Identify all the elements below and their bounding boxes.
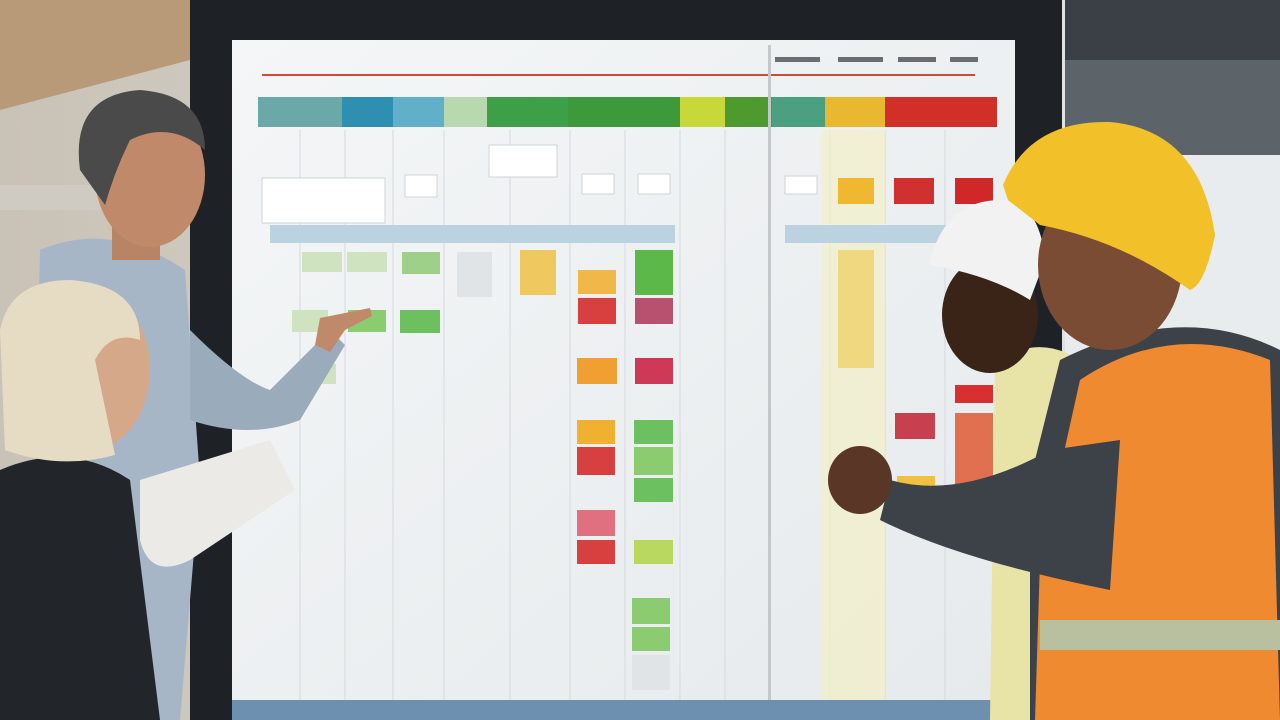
- person-worker-right: [828, 121, 1280, 720]
- block: [520, 250, 556, 295]
- block: [632, 627, 670, 651]
- header-segment: [487, 97, 568, 127]
- header-segment: [568, 97, 680, 127]
- block: [895, 413, 935, 439]
- note-boxes: [261, 144, 818, 224]
- block: [578, 270, 616, 294]
- block: [577, 540, 615, 564]
- board-bottom: [232, 700, 1015, 720]
- note-box: [404, 174, 438, 198]
- header-segment: [772, 97, 825, 127]
- note-box: [784, 175, 818, 195]
- header-segment: [885, 97, 997, 127]
- block: [402, 252, 440, 274]
- hair: [0, 280, 140, 462]
- block: [578, 298, 616, 324]
- block: [347, 252, 387, 272]
- reflective-strip: [1040, 620, 1280, 650]
- block: [635, 250, 673, 295]
- block: [302, 252, 342, 272]
- note-box: [637, 173, 671, 195]
- block: [634, 478, 673, 502]
- hair: [78, 90, 205, 205]
- note-box: [488, 144, 558, 178]
- window-frame: [1065, 0, 1280, 60]
- block: [632, 598, 670, 624]
- block: [577, 358, 617, 384]
- highlight-column: [822, 130, 885, 705]
- arm: [190, 330, 345, 430]
- block: [955, 385, 993, 403]
- block: [634, 420, 673, 444]
- papers: [140, 440, 295, 567]
- header-segment: [825, 97, 885, 127]
- header-segment: [393, 97, 444, 127]
- header-label: [775, 57, 820, 62]
- header-label: [898, 57, 936, 62]
- block: [577, 447, 615, 475]
- board-screen: [232, 40, 1015, 705]
- block: [577, 420, 615, 444]
- block: [635, 358, 673, 384]
- timeline-header: [258, 97, 997, 127]
- block: [634, 540, 673, 564]
- block: [894, 178, 934, 204]
- header-segment: [680, 97, 725, 127]
- block: [955, 178, 993, 204]
- header-labels: [775, 57, 978, 62]
- block: [457, 252, 492, 297]
- jacket: [0, 457, 160, 720]
- divider: [768, 45, 771, 700]
- block: [400, 310, 440, 333]
- helmet: [930, 199, 1045, 300]
- note-box: [581, 173, 615, 195]
- arm: [880, 440, 1120, 590]
- header-label: [838, 57, 883, 62]
- block: [838, 178, 874, 204]
- header-segment: [725, 97, 772, 127]
- band: [785, 225, 950, 243]
- note-box: [261, 177, 386, 224]
- band: [270, 225, 675, 243]
- block: [577, 510, 615, 536]
- header-label: [950, 57, 978, 62]
- block: [635, 298, 673, 324]
- header-segment: [342, 97, 393, 127]
- block: [838, 250, 874, 368]
- person-woman-left: [0, 280, 160, 720]
- header-segment: [444, 97, 487, 127]
- block: [632, 655, 670, 690]
- header-segment: [258, 97, 342, 127]
- block: [634, 447, 673, 475]
- hand: [828, 446, 892, 514]
- hand: [315, 308, 372, 352]
- ceiling-beam: [0, 0, 190, 110]
- hardhat: [1003, 121, 1215, 290]
